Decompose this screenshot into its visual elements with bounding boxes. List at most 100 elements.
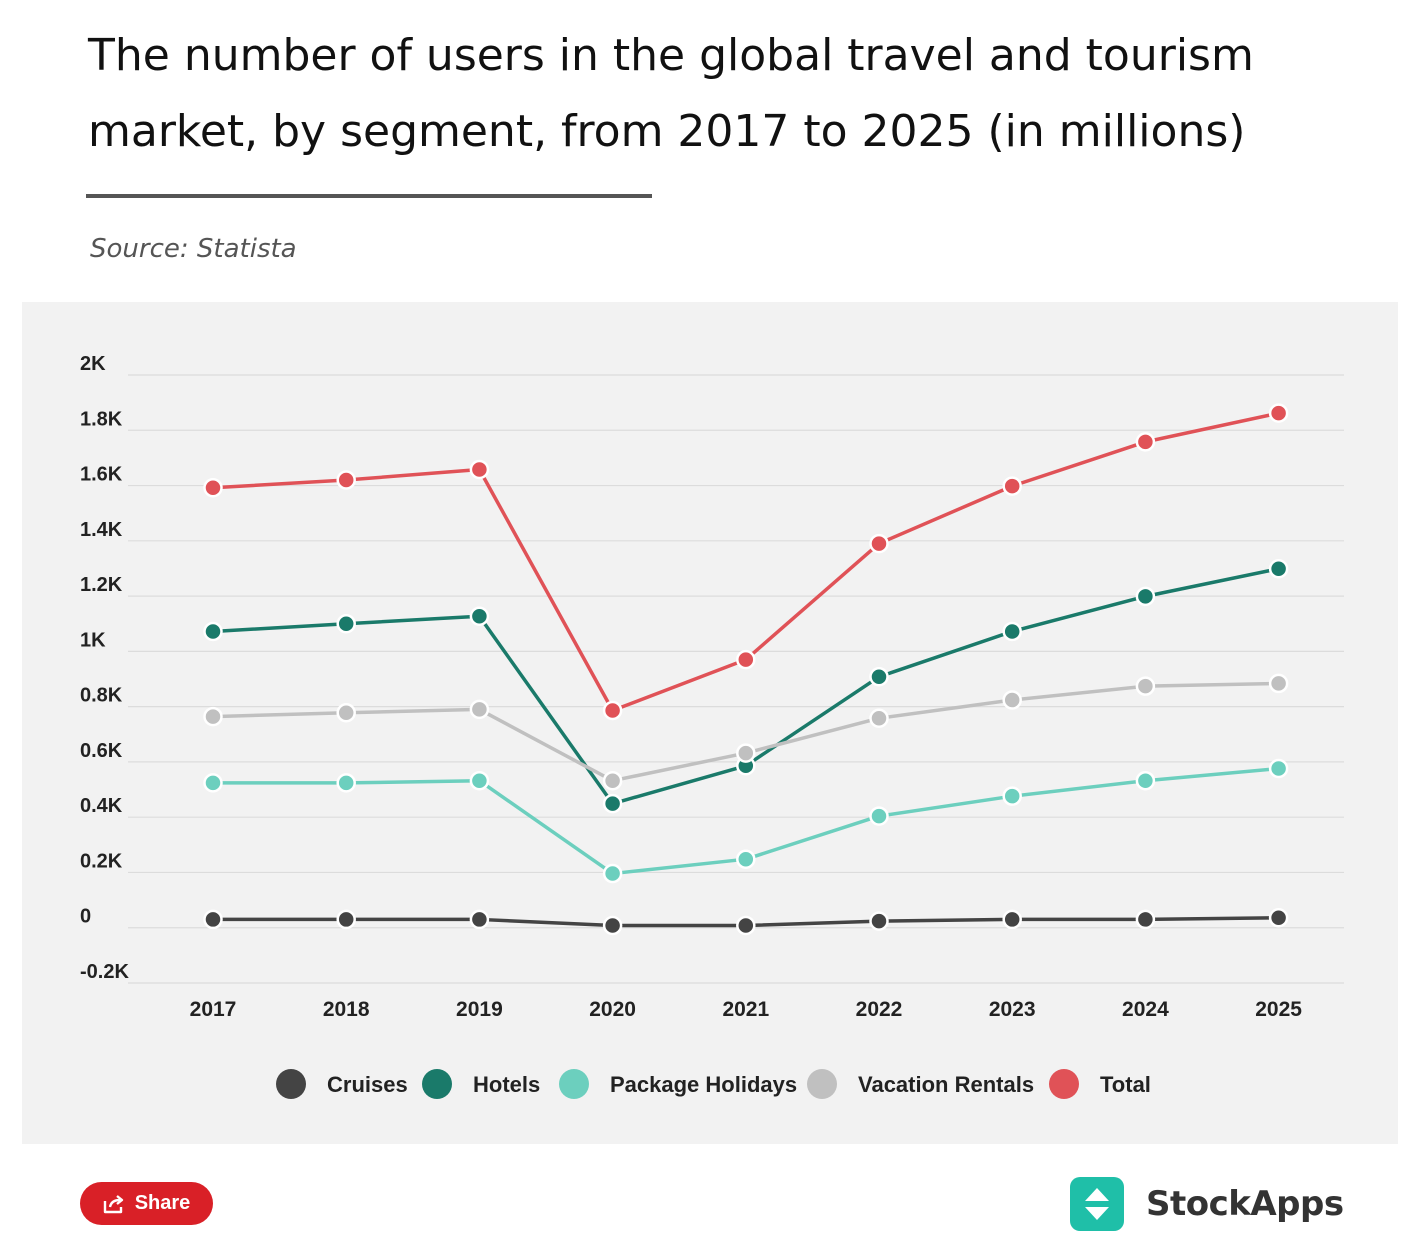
data-point[interactable] — [869, 911, 889, 931]
legend-item[interactable]: Cruises — [276, 1069, 408, 1099]
data-point[interactable] — [203, 478, 223, 498]
y-tick-label: 0 — [80, 906, 91, 928]
data-point[interactable] — [336, 773, 356, 793]
brand[interactable]: StockApps — [1070, 1176, 1344, 1232]
y-tick-label: 0.8K — [80, 685, 123, 707]
line-chart: 2K 1.8K 1.6K 1.4K 1.2K 1K 0.8K 0.6K 0.4K 0.2K 0 -0.… — [80, 353, 1344, 1099]
x-tick-label: 2019 — [456, 998, 503, 1021]
data-point[interactable] — [469, 909, 490, 930]
legend-marker — [422, 1069, 452, 1099]
y-tick-label: 1.6K — [80, 464, 123, 486]
data-point[interactable] — [336, 470, 356, 490]
legend-item[interactable]: Total — [1049, 1069, 1151, 1099]
source-note: Source: Statista — [90, 234, 297, 264]
x-tick-label: 2023 — [989, 998, 1036, 1021]
data-point[interactable] — [736, 849, 756, 869]
y-tick-label: 0.2K — [80, 850, 123, 872]
data-point[interactable] — [1135, 676, 1156, 696]
legend-item[interactable]: Package Holidays — [559, 1069, 797, 1099]
data-point[interactable] — [1268, 673, 1289, 694]
page-title: The number of users in the global travel… — [88, 30, 1254, 157]
grid-lines — [128, 374, 1344, 984]
series-cruises — [203, 908, 1289, 936]
data-point[interactable] — [203, 773, 223, 793]
data-point[interactable] — [1268, 908, 1289, 928]
x-tick-label: 2020 — [589, 998, 636, 1021]
y-tick-label: 2K — [80, 353, 106, 375]
data-point[interactable] — [203, 909, 223, 930]
data-point[interactable] — [1002, 690, 1022, 710]
legend: Cruises Hotels Package Holidays Vacation Re… — [276, 1069, 1151, 1099]
brand-name: StockApps — [1146, 1184, 1344, 1224]
data-point[interactable] — [203, 706, 223, 727]
data-point[interactable] — [1002, 786, 1022, 806]
y-tick-label: 1.8K — [80, 408, 123, 430]
y-tick-label: 0.4K — [80, 795, 123, 817]
share-button[interactable]: Share — [80, 1182, 213, 1225]
x-tick-label: 2022 — [856, 998, 903, 1021]
y-tick-label: 1K — [80, 629, 106, 651]
legend-label: Vacation Rentals — [858, 1072, 1034, 1097]
title-divider — [86, 194, 652, 198]
legend-item[interactable]: Hotels — [422, 1069, 540, 1099]
legend-marker — [1049, 1069, 1079, 1099]
data-point[interactable] — [469, 459, 490, 480]
data-point[interactable] — [1268, 403, 1289, 423]
data-point[interactable] — [869, 806, 889, 826]
data-point[interactable] — [469, 699, 490, 720]
legend-marker — [807, 1069, 837, 1099]
x-axis-ticks: 2017 2018 2019 2020 2021 2022 2023 2024 2025 — [190, 998, 1303, 1021]
data-point[interactable] — [469, 606, 490, 627]
legend-label: Hotels — [473, 1072, 540, 1097]
x-tick-label: 2018 — [323, 998, 370, 1021]
y-tick-label: 0.6K — [80, 740, 123, 762]
legend-label: Total — [1100, 1072, 1151, 1097]
data-point[interactable] — [736, 743, 756, 763]
data-point[interactable] — [869, 533, 889, 554]
data-point[interactable] — [1268, 758, 1289, 779]
data-point[interactable] — [1268, 558, 1289, 579]
y-axis-ticks: 2K 1.8K 1.6K 1.4K 1.2K 1K 0.8K 0.6K 0.4K 0.2K 0 -0.… — [80, 353, 129, 983]
chart-panel: 2K 1.8K 1.6K 1.4K 1.2K 1K 0.8K 0.6K 0.4K 0.2K 0 -0.… — [22, 302, 1398, 1144]
legend-marker — [559, 1069, 589, 1099]
y-tick-label: 1.4K — [80, 519, 123, 541]
series-package-holidays — [203, 758, 1289, 884]
x-tick-label: 2017 — [190, 998, 237, 1021]
data-point[interactable] — [602, 770, 623, 791]
data-point[interactable] — [1135, 770, 1156, 791]
data-point[interactable] — [736, 649, 756, 670]
data-point[interactable] — [203, 621, 223, 642]
x-tick-label: 2024 — [1122, 998, 1169, 1021]
data-point[interactable] — [1002, 909, 1022, 930]
data-point[interactable] — [1002, 621, 1022, 642]
series-vacation-rentals — [203, 673, 1289, 791]
data-point[interactable] — [1135, 432, 1156, 452]
legend-label: Cruises — [327, 1072, 408, 1097]
share-label: Share — [134, 1192, 191, 1214]
share-icon — [103, 1194, 123, 1213]
y-tick-label: -0.2K — [80, 961, 129, 983]
y-tick-label: 1.2K — [80, 574, 123, 596]
data-point[interactable] — [1135, 909, 1156, 930]
data-point[interactable] — [602, 700, 623, 721]
series-hotels — [203, 558, 1289, 814]
data-point[interactable] — [736, 915, 756, 936]
data-point[interactable] — [336, 909, 356, 930]
legend-marker — [276, 1069, 306, 1099]
series-total — [203, 403, 1289, 721]
data-point[interactable] — [336, 702, 356, 723]
data-point[interactable] — [469, 770, 490, 791]
data-point[interactable] — [1135, 586, 1156, 607]
legend-item[interactable]: Vacation Rentals — [807, 1069, 1034, 1099]
legend-label: Package Holidays — [610, 1072, 797, 1097]
x-tick-label: 2021 — [722, 998, 769, 1021]
data-point[interactable] — [336, 613, 356, 634]
data-point[interactable] — [869, 667, 889, 687]
data-point[interactable] — [602, 793, 623, 814]
data-point[interactable] — [1002, 476, 1022, 496]
x-tick-label: 2025 — [1255, 998, 1302, 1021]
data-point[interactable] — [602, 915, 623, 936]
data-point[interactable] — [869, 708, 889, 728]
data-point[interactable] — [602, 863, 623, 884]
series-lines — [203, 403, 1289, 936]
